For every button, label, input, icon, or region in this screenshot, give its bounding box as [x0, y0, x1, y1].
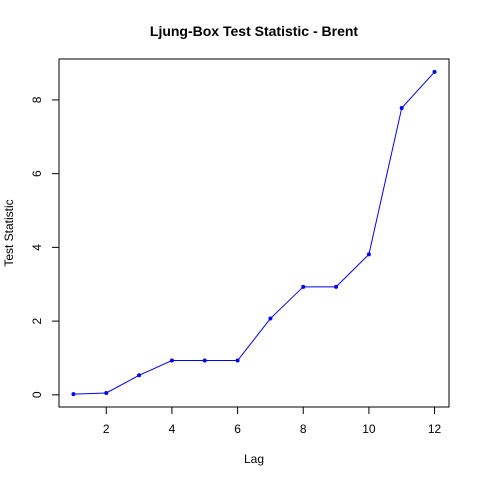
chart-title: Ljung-Box Test Statistic - Brent	[150, 23, 359, 39]
x-axis-label: Lag	[244, 452, 264, 466]
plot-frame	[58, 58, 450, 408]
x-tick-label: 2	[103, 422, 110, 436]
y-axis-label: Test Statistic	[2, 199, 16, 266]
data-point	[399, 106, 404, 111]
y-tick-label: 6	[30, 170, 44, 177]
y-axis: 0 2 4 6 8	[30, 96, 59, 398]
data-point	[432, 69, 437, 74]
x-tick-label: 10	[362, 422, 376, 436]
data-point	[334, 284, 339, 289]
data-point	[104, 390, 109, 395]
data-point	[202, 358, 207, 363]
data-point	[301, 284, 306, 289]
x-tick-label: 12	[428, 422, 442, 436]
x-tick-label: 6	[234, 422, 241, 436]
y-tick-label: 8	[30, 96, 44, 103]
data-point	[71, 392, 76, 397]
data-point	[235, 358, 240, 363]
y-tick-label: 0	[30, 391, 44, 398]
y-tick-label: 2	[30, 317, 44, 324]
x-tick-label: 8	[300, 422, 307, 436]
series-group	[71, 69, 437, 397]
x-tick-label: 4	[169, 422, 176, 436]
y-tick-label: 4	[30, 244, 44, 251]
data-point	[169, 358, 174, 363]
series-line	[73, 71, 435, 395]
x-axis: 2 4 6 8 10 12	[103, 407, 442, 436]
data-point	[366, 252, 371, 257]
data-point	[268, 316, 273, 321]
data-point	[137, 373, 142, 378]
